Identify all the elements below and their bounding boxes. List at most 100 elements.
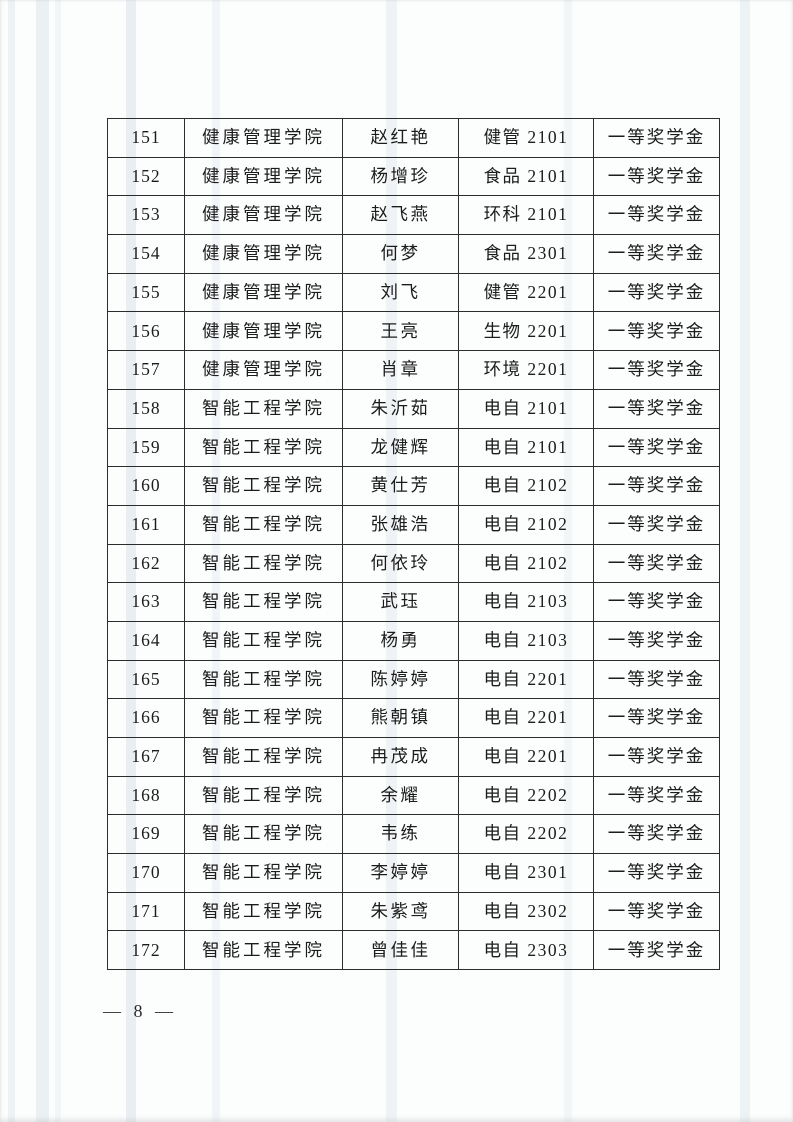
- cell-no: 166: [107, 698, 185, 738]
- cell-no: 169: [107, 814, 185, 855]
- cell-no: 155: [107, 272, 185, 313]
- cell-college: 健康管理学院: [184, 118, 343, 158]
- table-row: 151 健康管理学院 赵红艳 健管 2101 一等奖学金: [107, 118, 720, 158]
- cell-no: 157: [107, 350, 185, 390]
- cell-name: 李婷婷: [342, 853, 459, 893]
- cell-award: 一等奖学金: [593, 582, 720, 622]
- cell-name: 龙健辉: [342, 427, 459, 468]
- cell-college: 智能工程学院: [184, 582, 343, 622]
- cell-name: 杨增珍: [342, 156, 459, 197]
- table-row: 160 智能工程学院 黄仕芳 电自 2102 一等奖学金: [107, 466, 720, 506]
- cell-name: 陈婷婷: [342, 659, 459, 700]
- cell-award: 一等奖学金: [593, 427, 720, 468]
- table-row: 172 智能工程学院 曾佳佳 电自 2303 一等奖学金: [107, 930, 720, 971]
- cell-name: 韦练: [342, 814, 459, 855]
- scan-artifact-stripe: [8, 0, 15, 1122]
- cell-award: 一等奖学金: [593, 543, 720, 584]
- table-row: 156 健康管理学院 王亮 生物 2201 一等奖学金: [107, 311, 720, 352]
- cell-award: 一等奖学金: [593, 698, 720, 738]
- cell-no: 165: [107, 659, 185, 700]
- cell-class: 电自 2101: [458, 388, 594, 429]
- cell-award: 一等奖学金: [593, 156, 720, 197]
- table-row: 152 健康管理学院 杨增珍 食品 2101 一等奖学金: [107, 156, 720, 197]
- cell-no: 163: [107, 582, 185, 622]
- cell-college: 健康管理学院: [184, 350, 343, 390]
- table-row: 158 智能工程学院 朱沂茹 电自 2101 一等奖学金: [107, 388, 720, 429]
- cell-college: 智能工程学院: [184, 466, 343, 506]
- cell-college: 智能工程学院: [184, 698, 343, 738]
- cell-no: 151: [107, 118, 185, 158]
- cell-class: 电自 2302: [458, 891, 594, 932]
- cell-name: 余耀: [342, 775, 459, 816]
- cell-no: 171: [107, 891, 185, 932]
- cell-award: 一等奖学金: [593, 891, 720, 932]
- cell-college: 智能工程学院: [184, 659, 343, 700]
- table-row: 163 智能工程学院 武珏 电自 2103 一等奖学金: [107, 582, 720, 622]
- cell-class: 环科 2101: [458, 195, 594, 236]
- table-row: 171 智能工程学院 朱紫鸢 电自 2302 一等奖学金: [107, 891, 720, 932]
- cell-college: 健康管理学院: [184, 311, 343, 352]
- cell-name: 冉茂成: [342, 737, 459, 777]
- cell-no: 152: [107, 156, 185, 197]
- table-row: 167 智能工程学院 冉茂成 电自 2201 一等奖学金: [107, 737, 720, 777]
- cell-award: 一等奖学金: [593, 737, 720, 777]
- cell-college: 健康管理学院: [184, 272, 343, 313]
- cell-class: 生物 2201: [458, 311, 594, 352]
- table-row: 169 智能工程学院 韦练 电自 2202 一等奖学金: [107, 814, 720, 855]
- cell-class: 电自 2201: [458, 659, 594, 700]
- cell-name: 赵飞燕: [342, 195, 459, 236]
- cell-award: 一等奖学金: [593, 311, 720, 352]
- cell-college: 智能工程学院: [184, 814, 343, 855]
- cell-class: 电自 2201: [458, 737, 594, 777]
- table-row: 164 智能工程学院 杨勇 电自 2103 一等奖学金: [107, 620, 720, 661]
- cell-no: 156: [107, 311, 185, 352]
- cell-college: 智能工程学院: [184, 504, 343, 545]
- cell-no: 160: [107, 466, 185, 506]
- table-row: 170 智能工程学院 李婷婷 电自 2301 一等奖学金: [107, 853, 720, 893]
- cell-award: 一等奖学金: [593, 118, 720, 158]
- table-row: 162 智能工程学院 何依玲 电自 2102 一等奖学金: [107, 543, 720, 584]
- cell-college: 智能工程学院: [184, 620, 343, 661]
- cell-class: 电自 2103: [458, 582, 594, 622]
- cell-college: 健康管理学院: [184, 156, 343, 197]
- cell-class: 电自 2202: [458, 814, 594, 855]
- scan-artifact-stripe: [36, 0, 49, 1122]
- cell-no: 159: [107, 427, 185, 468]
- cell-name: 何依玲: [342, 543, 459, 584]
- cell-class: 健管 2101: [458, 118, 594, 158]
- table-row: 155 健康管理学院 刘飞 健管 2201 一等奖学金: [107, 272, 720, 313]
- table-row: 153 健康管理学院 赵飞燕 环科 2101 一等奖学金: [107, 195, 720, 236]
- cell-name: 曾佳佳: [342, 930, 459, 971]
- cell-award: 一等奖学金: [593, 930, 720, 971]
- cell-no: 172: [107, 930, 185, 971]
- cell-no: 153: [107, 195, 185, 236]
- table-row: 159 智能工程学院 龙健辉 电自 2101 一等奖学金: [107, 427, 720, 468]
- cell-name: 王亮: [342, 311, 459, 352]
- table-row: 157 健康管理学院 肖章 环境 2201 一等奖学金: [107, 350, 720, 390]
- cell-class: 电自 2101: [458, 427, 594, 468]
- cell-award: 一等奖学金: [593, 853, 720, 893]
- cell-college: 智能工程学院: [184, 543, 343, 584]
- cell-class: 电自 2102: [458, 504, 594, 545]
- cell-award: 一等奖学金: [593, 350, 720, 390]
- cell-college: 智能工程学院: [184, 737, 343, 777]
- page-number: — 8 —: [103, 1001, 177, 1021]
- cell-class: 电自 2301: [458, 853, 594, 893]
- cell-class: 电自 2102: [458, 543, 594, 584]
- table-row: 161 智能工程学院 张雄浩 电自 2102 一等奖学金: [107, 504, 720, 545]
- cell-class: 环境 2201: [458, 350, 594, 390]
- cell-name: 肖章: [342, 350, 459, 390]
- cell-name: 赵红艳: [342, 118, 459, 158]
- cell-class: 电自 2201: [458, 698, 594, 738]
- scan-artifact-stripe: [55, 0, 61, 1122]
- cell-no: 162: [107, 543, 185, 584]
- table-row: 154 健康管理学院 何梦 食品 2301 一等奖学金: [107, 234, 720, 274]
- cell-award: 一等奖学金: [593, 775, 720, 816]
- table-row: 165 智能工程学院 陈婷婷 电自 2201 一等奖学金: [107, 659, 720, 700]
- cell-name: 何梦: [342, 234, 459, 274]
- cell-college: 智能工程学院: [184, 427, 343, 468]
- cell-award: 一等奖学金: [593, 234, 720, 274]
- cell-class: 健管 2201: [458, 272, 594, 313]
- cell-award: 一等奖学金: [593, 272, 720, 313]
- cell-college: 智能工程学院: [184, 930, 343, 971]
